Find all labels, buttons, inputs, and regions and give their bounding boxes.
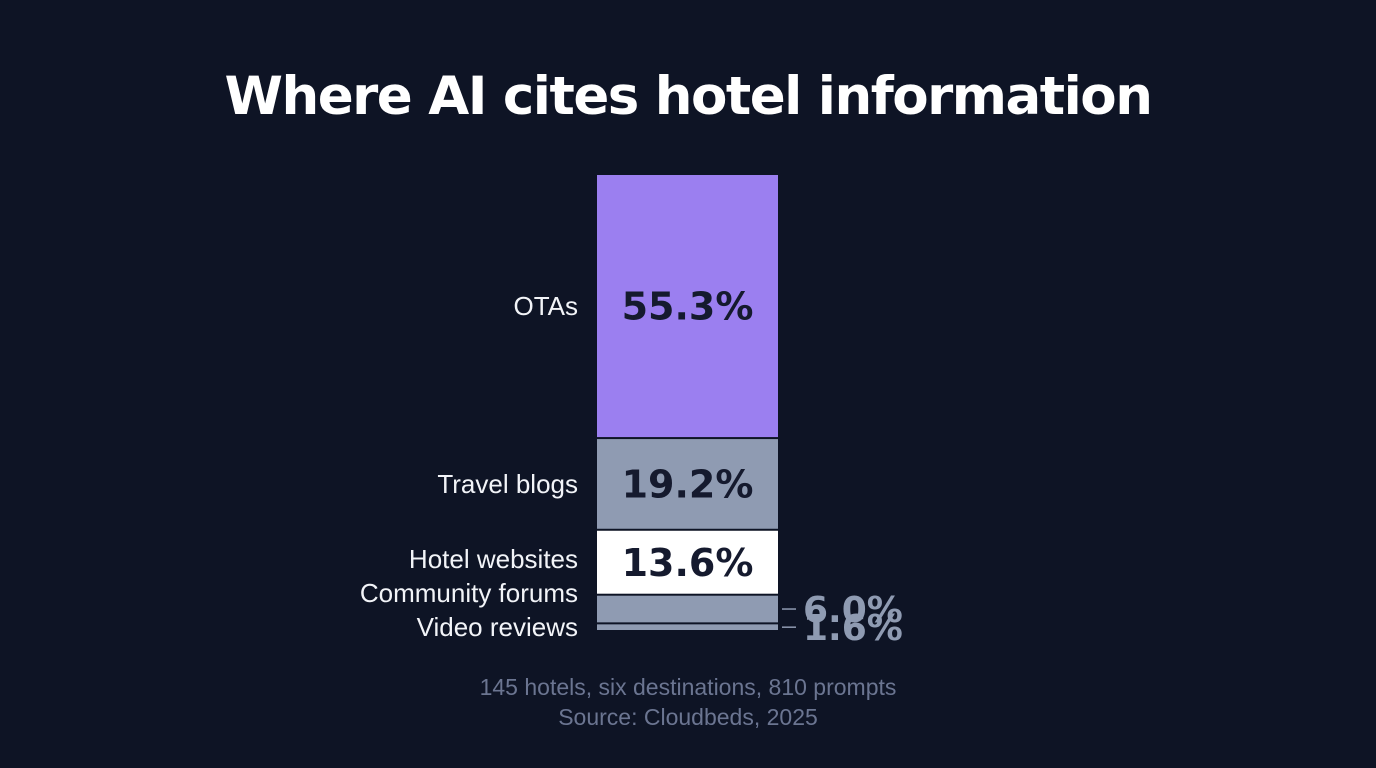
bar-segment-hotel-websites: [597, 530, 778, 594]
value-label-otas: 55.3%: [622, 285, 754, 329]
category-label-otas: OTAs: [513, 291, 578, 321]
chart-title: Where AI cites hotel information: [224, 66, 1153, 127]
bar-segment-otas: [597, 175, 778, 438]
bar-segment-video-reviews: [597, 624, 778, 630]
bar-segment-travel-blogs: [597, 439, 778, 529]
chart-note: 145 hotels, six destinations, 810 prompt…: [479, 674, 897, 700]
category-label-community-forums: Community forums: [360, 578, 578, 608]
value-label-community-forums: 6.0%: [803, 590, 903, 631]
bar-segment-community-forums: [597, 595, 778, 623]
value-label-video-reviews: 1.6%: [803, 608, 903, 649]
value-labels: 55.3% 19.2% 13.6% 6.0%1.6%: [622, 285, 903, 649]
value-label-hotel-websites: 13.6%: [622, 541, 754, 585]
chart-source: Source: Cloudbeds, 2025: [558, 704, 818, 730]
category-label-hotel-websites: Hotel websites: [409, 544, 578, 574]
category-labels: OTAs Travel blogs Hotel websites Community …: [360, 291, 578, 642]
category-label-travel-blogs: Travel blogs: [437, 469, 578, 499]
value-label-travel-blogs: 19.2%: [622, 463, 754, 507]
bar-segments: [597, 175, 778, 630]
category-label-video-reviews: Video reviews: [417, 612, 578, 642]
